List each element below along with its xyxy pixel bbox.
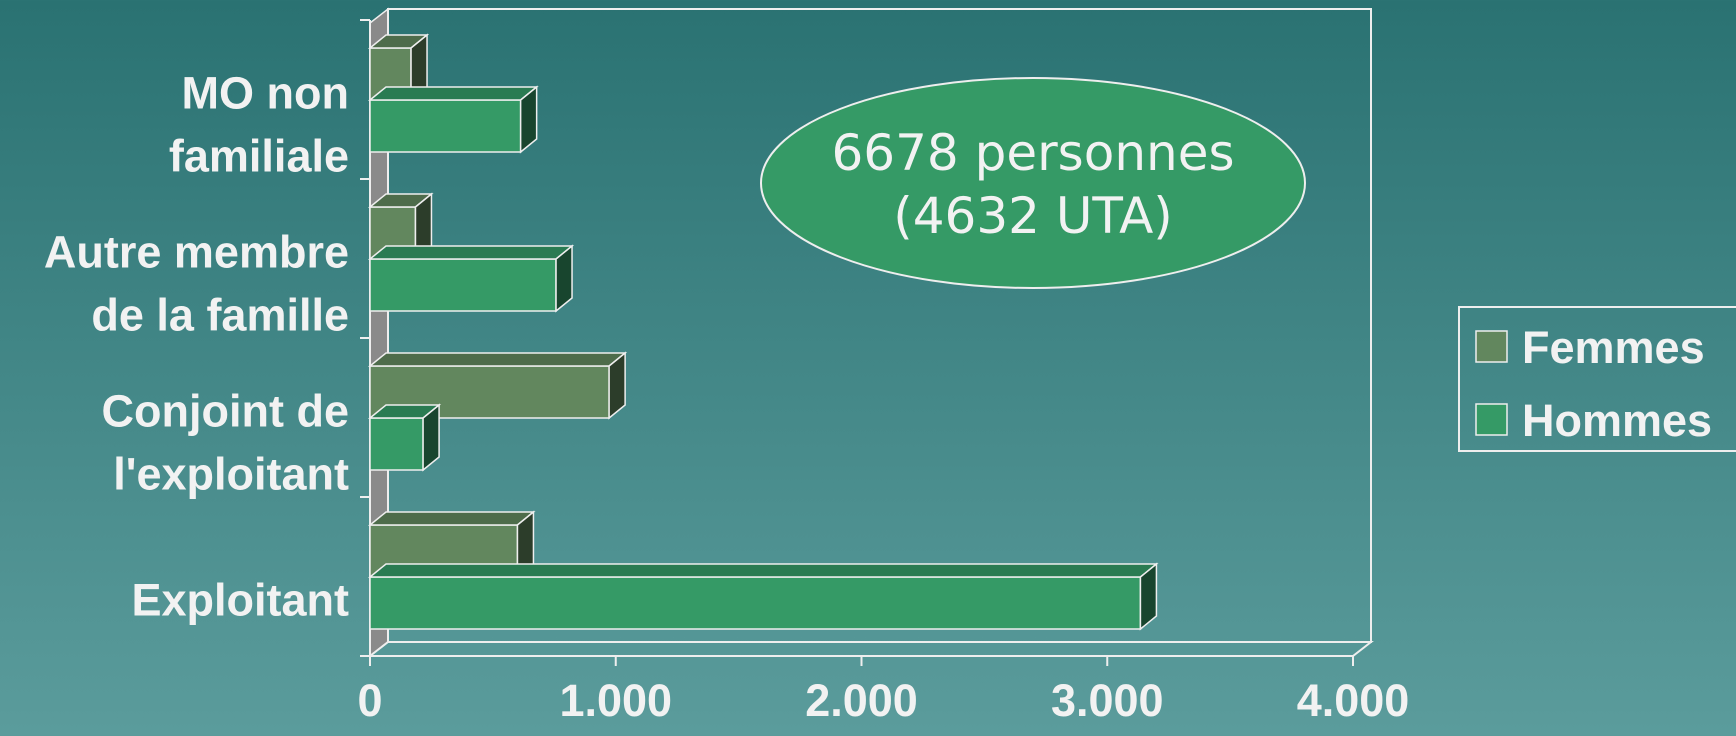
category-line: MO non (182, 68, 349, 119)
x-tick-label: 1.000 (559, 675, 672, 726)
x-tick-label: 3.000 (1051, 675, 1164, 726)
x-tick-label: 0 (357, 675, 382, 726)
bar-side (519, 85, 538, 154)
category-label: Autre membre de la famille (44, 227, 349, 341)
legend-swatch (1475, 403, 1508, 436)
legend-swatch (1475, 330, 1508, 363)
bar (367, 244, 575, 313)
category-line: l'exploitant (113, 449, 349, 500)
legend-label: Femmes (1522, 322, 1705, 373)
floor (367, 641, 1374, 657)
category-label: Exploitant (131, 575, 349, 626)
bar-side (555, 244, 573, 313)
bar (367, 403, 442, 472)
category-line: Autre membre (44, 227, 349, 278)
bar-side (608, 351, 626, 420)
legend-label: Hommes (1522, 395, 1712, 446)
category-line: familiale (169, 131, 349, 182)
category-line: de la famille (91, 290, 349, 341)
category-label: MO non familiale (169, 68, 349, 182)
x-tick-label: 4.000 (1297, 675, 1410, 726)
bar-top (367, 245, 575, 260)
bar-top (367, 86, 539, 101)
category-line: Conjoint de (102, 386, 349, 437)
bar-front (369, 417, 424, 471)
annotation: (4632 UTA) (893, 187, 1173, 245)
bar-front (369, 99, 522, 153)
annotation-ellipse (760, 77, 1306, 289)
bar-top (367, 563, 1159, 578)
bar-side (1139, 562, 1158, 631)
bar-front (369, 576, 1142, 630)
category-line: Exploitant (131, 575, 349, 626)
bar-top (367, 511, 536, 526)
x-tick-label: 2.000 (805, 675, 918, 726)
annotation: 6678 personnes (831, 124, 1234, 182)
bar-side (422, 403, 440, 472)
bar-top (367, 352, 628, 367)
category-label: Conjoint de l'exploitant (102, 386, 349, 500)
bar (367, 85, 539, 154)
bar-front (369, 258, 557, 312)
legend-box (1458, 306, 1736, 452)
bar (367, 562, 1159, 631)
